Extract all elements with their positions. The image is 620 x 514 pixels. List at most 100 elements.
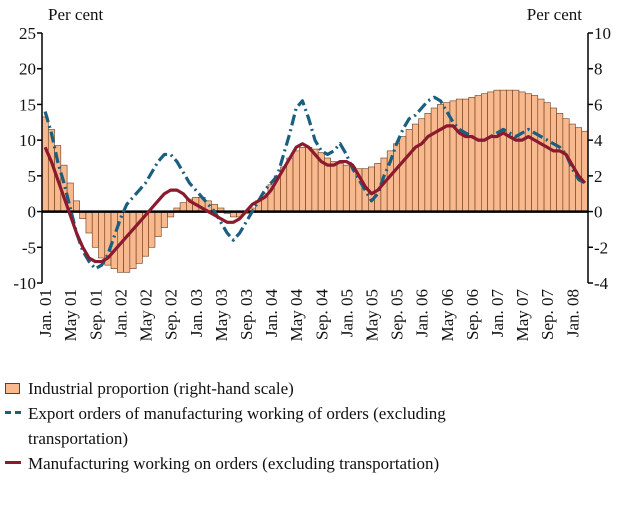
x-tick-label: Jan. 07	[488, 289, 507, 338]
bar	[443, 102, 451, 212]
x-tick-label: Jan. 08	[563, 289, 582, 337]
y2-axis-label: Per cent	[527, 5, 583, 24]
bar	[129, 211, 137, 270]
bar	[499, 89, 507, 212]
bar	[543, 102, 551, 212]
bar	[148, 211, 156, 248]
bar	[299, 146, 306, 212]
x-tick-label: Jan. 05	[337, 289, 356, 337]
x-tick-label: Sep. 06	[463, 289, 482, 340]
bar	[518, 91, 526, 212]
bar	[474, 95, 482, 212]
bar	[91, 211, 99, 248]
bar	[342, 164, 350, 212]
bar	[41, 116, 49, 212]
bar	[85, 211, 93, 234]
legend-key	[5, 383, 20, 394]
x-tick-label: Sep. 04	[312, 289, 331, 341]
bar	[154, 211, 162, 237]
bar	[73, 200, 80, 212]
bar	[524, 93, 532, 212]
x-tick-label: Sep. 02	[162, 289, 181, 340]
y-axis-label: Per cent	[48, 5, 104, 24]
legend-label: Industrial proportion (right-hand scale)	[28, 379, 294, 398]
x-tick-label: Jan. 01	[36, 289, 55, 337]
bar	[330, 161, 338, 212]
legend-key	[5, 461, 21, 464]
x-tick-label: May 04	[287, 289, 306, 342]
x-tick-label: Jan. 06	[413, 289, 432, 337]
bar	[506, 89, 513, 212]
bar	[481, 93, 488, 212]
y-tick-label: -10	[13, 274, 36, 293]
bar	[411, 123, 419, 212]
legend-item: Industrial proportion (right-hand scale)	[0, 376, 543, 401]
x-tick-label: Sep. 07	[538, 289, 557, 341]
bar	[581, 130, 589, 212]
bar	[286, 157, 294, 212]
bar	[305, 146, 313, 212]
bar	[424, 113, 432, 212]
bar	[437, 104, 444, 212]
legend-item: Manufacturing working on orders (excludi…	[0, 451, 543, 476]
bar	[493, 89, 501, 212]
y-tick-label: 25	[19, 24, 36, 43]
y-tick-label: 0	[28, 203, 37, 222]
x-tick-label: Sep. 01	[86, 289, 105, 340]
bar	[160, 211, 168, 228]
y2-tick-label: 0	[594, 203, 603, 222]
bar	[537, 98, 545, 212]
x-tick-label: Jan. 02	[111, 289, 130, 337]
bar	[462, 98, 470, 212]
y-tick-label: 20	[19, 60, 36, 79]
x-tick-label: Sep. 05	[388, 289, 407, 340]
bar	[123, 211, 131, 273]
x-tick-label: Sep. 03	[237, 289, 256, 340]
x-tick-label: May 07	[513, 289, 532, 342]
x-tick-label: May 03	[212, 289, 231, 341]
y2-tick-label: 10	[594, 24, 611, 43]
y2-tick-label: 2	[594, 167, 603, 186]
y-tick-label: 10	[19, 131, 36, 150]
bar	[512, 89, 520, 212]
bar	[336, 163, 344, 212]
x-tick-label: May 01	[61, 289, 80, 341]
bar	[393, 143, 401, 212]
bar	[98, 211, 106, 259]
y-tick-label: 15	[19, 95, 36, 114]
y2-tick-label: 6	[594, 95, 603, 114]
bar	[556, 113, 564, 212]
bar	[550, 107, 557, 212]
bar	[468, 96, 476, 212]
legend-label: Export orders of manufacturing working o…	[28, 404, 446, 448]
bar	[292, 150, 300, 212]
bar	[487, 91, 495, 212]
bar	[110, 211, 118, 270]
y2-tick-label: 8	[594, 60, 603, 79]
bar	[349, 166, 357, 212]
y2-tick-label: 4	[594, 131, 603, 150]
x-tick-label: May 06	[438, 289, 457, 341]
line	[43, 95, 586, 271]
bar	[405, 129, 413, 212]
chart: Per cent Per cent -10 -5 0 5 10 15 20 25 -4 -2 0 2 4…	[13, 5, 611, 342]
x-tick-label: May 02	[137, 289, 156, 341]
bar	[531, 95, 539, 212]
y2-tick-label: -4	[594, 274, 609, 293]
legend: Industrial proportion (right-hand scale)…	[0, 376, 620, 476]
y-tick-label: -5	[22, 238, 36, 257]
x-tick-label: Jan. 04	[262, 289, 281, 338]
legend-item: Export orders of manufacturing working o…	[0, 401, 543, 451]
x-tick-label: May 05	[362, 289, 381, 341]
bar	[430, 107, 438, 212]
bar	[179, 202, 187, 212]
x-tick-label: Jan. 03	[187, 289, 206, 337]
bar	[562, 118, 570, 212]
legend-key	[5, 411, 21, 414]
line	[43, 124, 587, 264]
bar	[399, 136, 407, 212]
legend-label: Manufacturing working on orders (excludi…	[28, 454, 440, 473]
y-tick-label: 5	[28, 167, 37, 186]
y2-tick-label: -2	[594, 238, 608, 257]
bar	[455, 98, 463, 212]
